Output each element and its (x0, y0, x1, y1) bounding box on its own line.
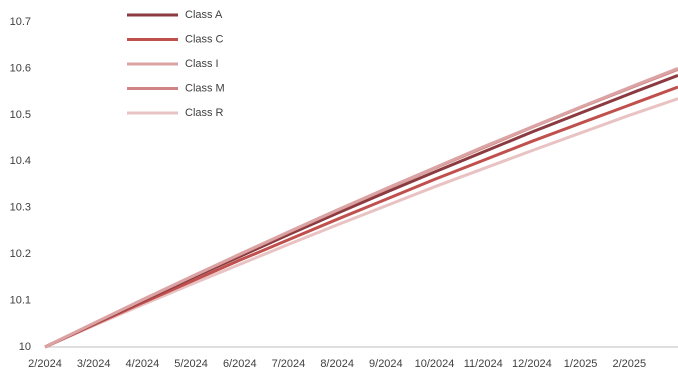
legend-label: Class A (185, 9, 223, 21)
x-tick-label: 2/2024 (28, 358, 62, 370)
y-tick-label: 10.7 (10, 16, 31, 28)
legend-label: Class R (185, 107, 224, 119)
y-tick-label: 10 (19, 341, 31, 353)
y-tick-label: 10.1 (10, 294, 31, 306)
x-tick-label: 1/2025 (564, 358, 598, 370)
series-line (44, 67, 678, 349)
x-tick-label: 10/2024 (415, 358, 455, 370)
series-line (44, 85, 678, 349)
x-tick-label: 4/2024 (126, 358, 160, 370)
x-tick-label: 7/2024 (272, 358, 306, 370)
y-tick-label: 10.3 (10, 202, 31, 214)
x-tick-label: 2/2025 (612, 358, 646, 370)
x-tick-label: 12/2024 (512, 358, 552, 370)
y-tick-label: 10.5 (10, 109, 31, 121)
x-tick-label: 11/2024 (464, 358, 503, 370)
x-tick-label: 8/2024 (320, 358, 354, 370)
legend-label: Class C (185, 33, 224, 45)
x-tick-label: 5/2024 (174, 358, 208, 370)
y-tick-label: 10.4 (10, 155, 31, 167)
x-tick-label: 3/2024 (77, 358, 111, 370)
x-tick-label: 6/2024 (223, 358, 257, 370)
y-tick-label: 10.6 (10, 62, 31, 74)
legend-label: Class M (185, 82, 225, 94)
x-tick-label: 9/2024 (369, 358, 403, 370)
legend-label: Class I (185, 58, 219, 70)
series-line (44, 97, 678, 349)
y-tick-label: 10.2 (10, 248, 31, 260)
